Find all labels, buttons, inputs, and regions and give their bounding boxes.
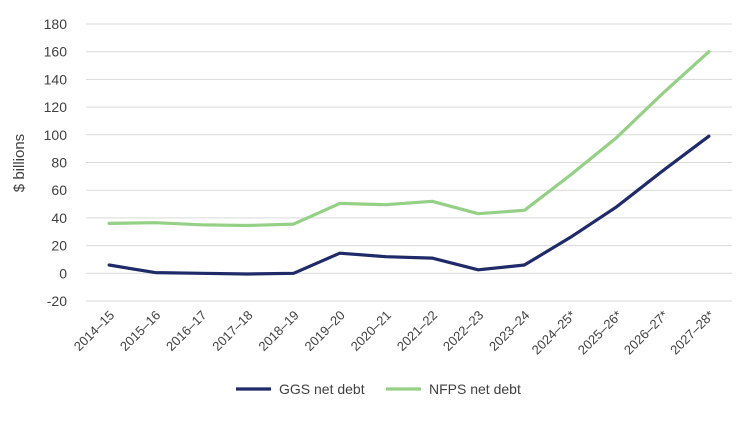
y-tick-label: 180	[44, 16, 68, 32]
legend-label: NFPS net debt	[429, 381, 521, 397]
legend-label: GGS net debt	[279, 381, 365, 397]
x-tick-label: 2018–19	[255, 308, 301, 354]
legend: GGS net debt NFPS net debt	[236, 381, 521, 397]
series-lines	[107, 50, 711, 276]
x-tick-label: 2015–16	[117, 308, 163, 354]
y-tick-label: 140	[44, 71, 68, 87]
y-tick-label: 40	[51, 210, 67, 226]
x-tick-label: 2025–26*	[575, 308, 625, 358]
x-tick-label: 2024–25*	[529, 308, 579, 358]
x-tick-label: 2021–22	[394, 308, 440, 354]
y-tick-label: 60	[51, 182, 67, 198]
x-tick-label: 2019–20	[302, 308, 348, 354]
y-tick-label: -20	[47, 293, 67, 309]
x-tick-label: 2023–24	[486, 308, 532, 354]
x-tick-label: 2014–15	[71, 308, 117, 354]
y-axis-label: $ billions	[11, 134, 28, 192]
y-tick-label: 120	[44, 99, 68, 115]
y-tick-label: 100	[44, 127, 68, 143]
y-axis-ticks: -20 0 20 40 60 80 100 120 140 160 180	[44, 16, 68, 309]
x-tick-label: 2016–17	[163, 308, 209, 354]
x-tick-label: 2020–21	[348, 308, 394, 354]
y-tick-label: 20	[51, 238, 67, 254]
series-line	[107, 134, 711, 276]
y-tick-label: 0	[59, 265, 67, 281]
gridlines	[86, 23, 732, 302]
x-tick-label: 2022–23	[440, 308, 486, 354]
x-tick-label: 2027–28*	[667, 308, 717, 358]
y-tick-label: 80	[51, 155, 67, 171]
x-axis-ticks: 2014–15 2015–16 2016–17 2017–18 2018–19 2019–…	[71, 308, 717, 358]
y-tick-label: 160	[44, 44, 68, 60]
series-line	[107, 50, 711, 228]
x-tick-label: 2026–27*	[621, 308, 671, 358]
x-tick-label: 2017–18	[209, 308, 255, 354]
